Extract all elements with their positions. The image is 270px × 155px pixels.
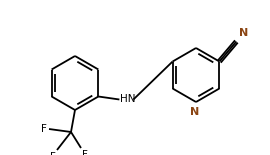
- Text: N: N: [190, 107, 200, 117]
- Text: F: F: [41, 124, 47, 134]
- Text: N: N: [239, 27, 249, 38]
- Text: F: F: [50, 152, 56, 155]
- Text: HN: HN: [120, 95, 136, 104]
- Text: F: F: [82, 150, 88, 155]
